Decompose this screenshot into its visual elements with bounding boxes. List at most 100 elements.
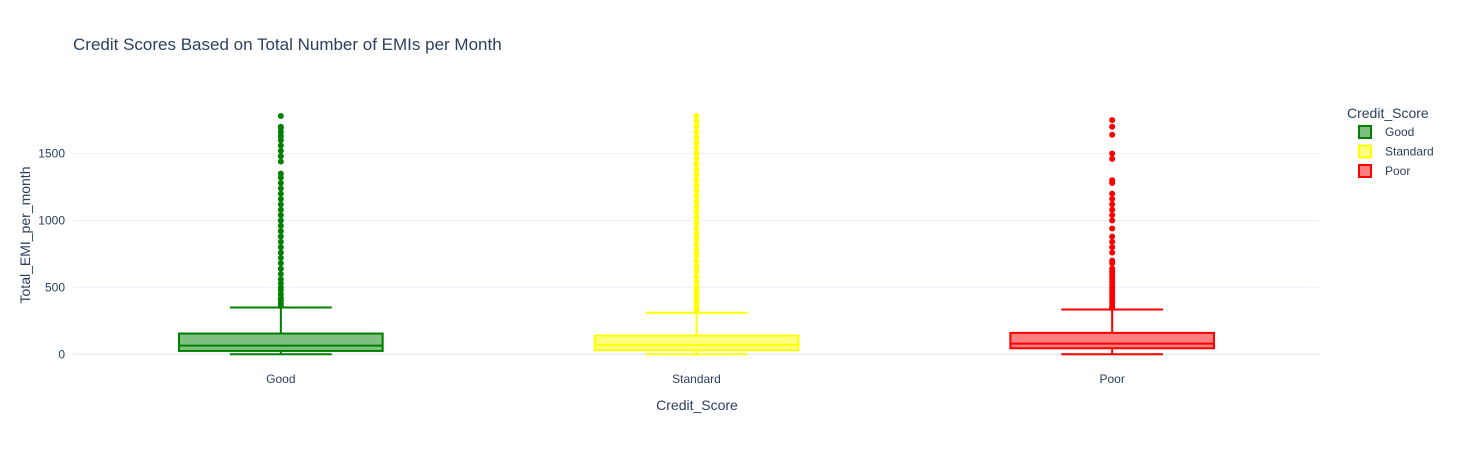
plot-area bbox=[177, 113, 1216, 356]
outlier-point bbox=[1109, 238, 1116, 245]
x-tick-label-poor: Poor bbox=[1099, 372, 1124, 386]
outlier-point bbox=[693, 139, 700, 146]
outlier-point bbox=[277, 265, 284, 272]
outlier-point bbox=[693, 161, 700, 168]
outlier-point bbox=[277, 201, 284, 208]
legend[interactable]: Credit_Score Good Standard Poor bbox=[1347, 105, 1434, 178]
box-trace-poor[interactable] bbox=[1009, 117, 1216, 356]
outlier-point bbox=[1109, 265, 1116, 272]
outlier-point bbox=[693, 118, 700, 125]
outlier-point bbox=[277, 190, 284, 197]
outlier-point bbox=[1109, 150, 1116, 157]
outlier-point bbox=[1109, 217, 1116, 224]
iqr-box bbox=[1009, 331, 1216, 350]
outlier-point bbox=[693, 214, 700, 221]
outlier-point bbox=[277, 238, 284, 245]
outlier-point bbox=[1109, 257, 1116, 264]
legend-label: Poor bbox=[1385, 164, 1410, 178]
box-trace-standard[interactable] bbox=[593, 113, 800, 356]
outlier-point bbox=[693, 193, 700, 200]
box-trace-good[interactable] bbox=[177, 113, 384, 356]
chart-title: Credit Scores Based on Total Number of E… bbox=[73, 35, 502, 54]
y-tick-label: 500 bbox=[45, 280, 65, 294]
legend-swatch bbox=[1358, 144, 1372, 159]
outlier-point bbox=[1109, 190, 1116, 197]
outlier-point bbox=[1109, 196, 1116, 203]
outlier-point bbox=[277, 254, 284, 261]
outlier-point bbox=[693, 150, 700, 157]
outlier-point bbox=[277, 244, 284, 251]
outlier-point bbox=[277, 228, 284, 235]
outlier-point bbox=[1109, 249, 1116, 256]
legend-item-poor[interactable]: Poor bbox=[1358, 164, 1410, 178]
outlier-point bbox=[693, 236, 700, 243]
outlier-point bbox=[693, 171, 700, 178]
iqr-box bbox=[593, 334, 800, 352]
y-axis-title: Total_EMI_per_month bbox=[17, 167, 33, 304]
outlier-point bbox=[1109, 244, 1116, 251]
outlier-point bbox=[277, 158, 284, 165]
legend-items[interactable]: Good Standard Poor bbox=[1358, 125, 1434, 178]
outlier-point bbox=[1109, 212, 1116, 219]
outlier-point bbox=[277, 142, 284, 149]
outlier-point bbox=[277, 153, 284, 160]
outlier-point bbox=[1109, 177, 1116, 184]
outlier-point bbox=[277, 270, 284, 277]
outlier-point bbox=[277, 249, 284, 256]
outlier-point bbox=[693, 257, 700, 264]
outlier-point bbox=[693, 198, 700, 205]
x-tick-label-standard: Standard bbox=[672, 372, 721, 386]
legend-title: Credit_Score bbox=[1347, 105, 1429, 121]
legend-label: Standard bbox=[1385, 145, 1434, 159]
outlier-point bbox=[277, 212, 284, 219]
legend-swatch bbox=[1358, 164, 1372, 178]
outlier-point bbox=[693, 182, 700, 189]
outlier-point bbox=[693, 225, 700, 232]
outlier-point bbox=[277, 170, 284, 177]
legend-swatch bbox=[1358, 125, 1372, 139]
outlier-point bbox=[277, 123, 284, 130]
x-axis: Good Standard Poor bbox=[266, 372, 1125, 386]
outlier-point bbox=[1109, 201, 1116, 208]
outlier-point bbox=[277, 113, 284, 120]
outlier-point bbox=[693, 241, 700, 248]
outlier-point bbox=[1109, 155, 1116, 162]
outlier-point bbox=[693, 113, 700, 120]
outlier-point bbox=[1109, 123, 1116, 130]
legend-item-standard[interactable]: Standard bbox=[1358, 144, 1434, 159]
outlier-point bbox=[693, 268, 700, 275]
outlier-point bbox=[693, 204, 700, 211]
outlier-point bbox=[693, 209, 700, 216]
outlier-point bbox=[693, 284, 700, 291]
outlier-point bbox=[693, 129, 700, 136]
outlier-point bbox=[277, 185, 284, 192]
outlier-point bbox=[277, 147, 284, 154]
legend-label: Good bbox=[1385, 125, 1414, 139]
y-tick-label: 0 bbox=[58, 347, 65, 361]
y-tick-label: 1000 bbox=[38, 213, 65, 227]
outlier-point bbox=[693, 252, 700, 259]
outlier-point bbox=[277, 206, 284, 213]
outlier-point bbox=[1109, 117, 1116, 124]
outlier-point bbox=[1109, 225, 1116, 232]
outlier-point bbox=[693, 279, 700, 286]
outlier-point bbox=[277, 196, 284, 203]
outlier-point bbox=[693, 134, 700, 141]
outlier-point bbox=[693, 246, 700, 253]
x-axis-title: Credit_Score bbox=[656, 397, 738, 413]
outlier-point bbox=[693, 123, 700, 130]
outlier-point bbox=[693, 262, 700, 269]
outlier-point bbox=[693, 273, 700, 280]
outlier-point bbox=[277, 276, 284, 283]
y-axis: 0 500 1000 1500 bbox=[38, 147, 65, 362]
outlier-point bbox=[277, 222, 284, 229]
outlier-point bbox=[277, 233, 284, 240]
outlier-point bbox=[1109, 206, 1116, 213]
outlier-point bbox=[693, 155, 700, 162]
legend-item-good[interactable]: Good bbox=[1358, 125, 1414, 139]
outlier-point bbox=[277, 217, 284, 224]
outlier-point bbox=[1109, 233, 1116, 240]
outlier-point bbox=[693, 166, 700, 173]
